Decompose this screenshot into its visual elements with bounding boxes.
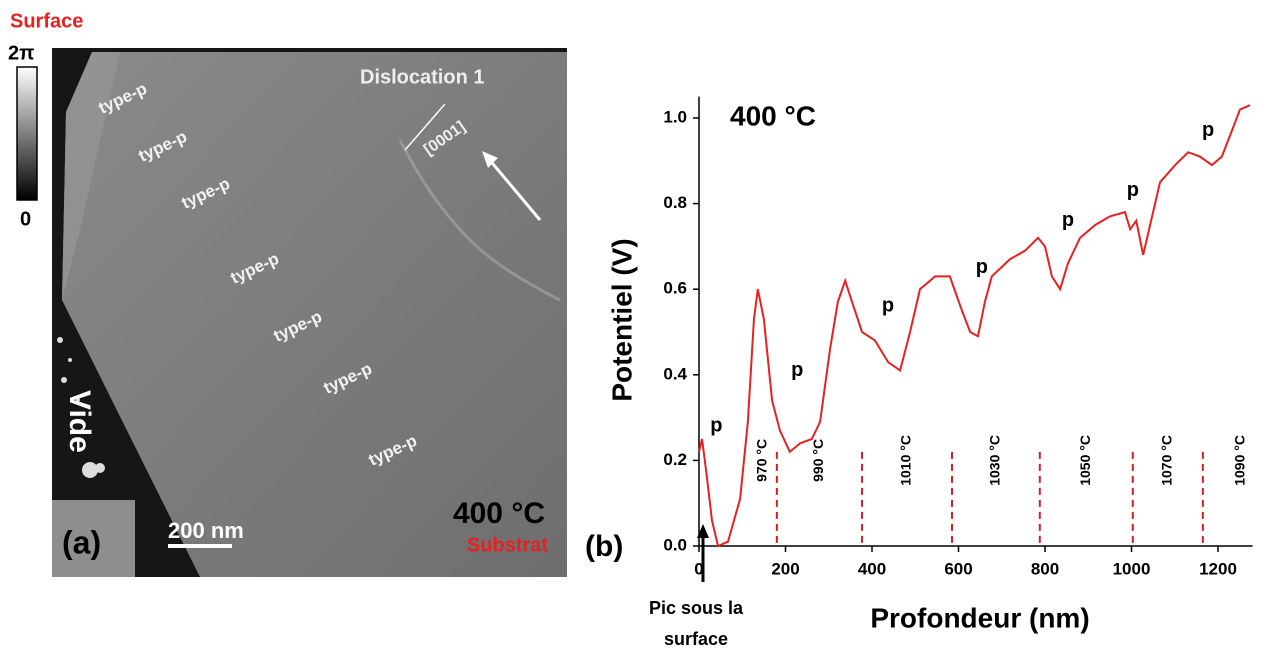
peak-note: Pic sous la (649, 598, 744, 618)
x-tick-label: 1000 (1113, 559, 1151, 578)
x-tick-label: 800 (1031, 559, 1059, 578)
x-tick-label: 1200 (1199, 559, 1237, 578)
panel-a-label: (a) (62, 524, 101, 560)
y-tick-label: 1.0 (663, 107, 687, 126)
annotation: p (882, 295, 894, 317)
colorbar (16, 66, 38, 201)
colorbar-min: 0 (20, 208, 31, 230)
peak-note: surface (664, 629, 728, 649)
y-tick-label: 0.6 (663, 279, 687, 298)
panel-b-label: (b) (585, 530, 623, 563)
zone-label: 1030 °C (987, 435, 1003, 486)
annotation: p (791, 359, 803, 381)
annotation: p (1062, 209, 1074, 231)
annotation: p (976, 256, 988, 278)
y-tick-label: 0.0 (663, 535, 687, 554)
x-tick-label: 0 (694, 559, 703, 578)
direction-arrow (486, 157, 542, 221)
surface-label: Surface (10, 10, 83, 32)
void-label: Vide (63, 390, 96, 453)
zone-label: 1010 °C (898, 435, 914, 486)
inset (52, 500, 135, 577)
y-tick-label: 0.4 (663, 364, 687, 383)
peak-arrow-head (697, 524, 709, 538)
colorbar-max: 2π (8, 42, 34, 64)
y-tick-label: 0.8 (663, 193, 687, 212)
y-tick-label: 0.2 (663, 450, 687, 469)
zone-label: 1090 °C (1231, 435, 1247, 486)
panel-a: Surface 2π 0 Dislocation 1 [0001] Vide (… (8, 10, 567, 577)
chart-title: 400 °C (730, 100, 816, 131)
y-axis-title: Potentiel (V) (606, 238, 637, 401)
substrate-label: Substrat (467, 534, 548, 556)
zone-label: 990 °C (810, 439, 826, 482)
annotation: p (1127, 179, 1139, 201)
zone-label: 1050 °C (1077, 435, 1093, 486)
x-tick-label: 200 (771, 559, 799, 578)
void-particles (57, 337, 105, 478)
pointer (404, 103, 446, 151)
x-axis-title: Profondeur (nm) (870, 602, 1089, 633)
zone-label: 970 °C (754, 439, 770, 482)
temperature-label: 400 °C (453, 497, 545, 530)
dislocation-line (398, 139, 561, 302)
data-line (698, 104, 1251, 548)
annotation: p (1202, 119, 1214, 141)
x-tick-label: 400 (858, 559, 886, 578)
crystal-edge (62, 52, 120, 300)
dislocation-label: Dislocation 1 (360, 66, 484, 88)
crystal (62, 52, 567, 577)
x-tick-label: 600 (944, 559, 972, 578)
scale-bar-label: 200 nm (168, 518, 244, 543)
annotation: p (710, 414, 722, 436)
arrow-head (482, 151, 498, 168)
zone-label: 1070 °C (1159, 435, 1175, 486)
